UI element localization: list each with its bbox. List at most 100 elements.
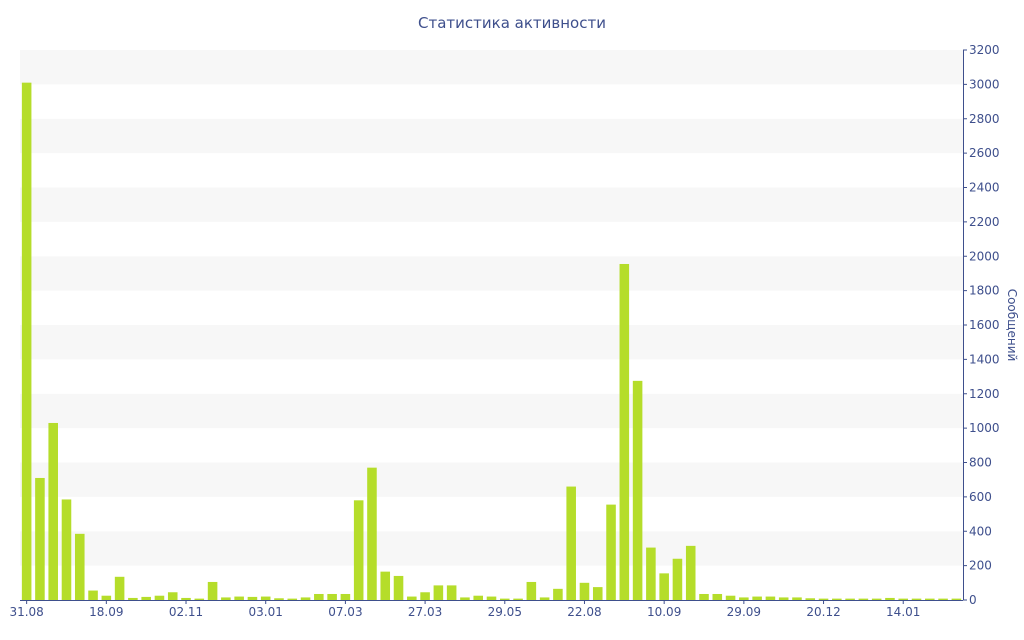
grid-band xyxy=(20,84,963,119)
bar[interactable] xyxy=(141,596,151,600)
bar[interactable] xyxy=(871,598,882,600)
x-tick-label: 27.03 xyxy=(408,605,442,619)
bar[interactable] xyxy=(566,486,576,600)
bar[interactable] xyxy=(951,598,962,600)
bar[interactable] xyxy=(74,533,85,600)
x-tick-label: 03.01 xyxy=(249,605,283,619)
bar[interactable] xyxy=(420,592,430,600)
bar[interactable] xyxy=(48,422,58,600)
bar[interactable] xyxy=(778,597,789,600)
y-tick-label: 2000 xyxy=(969,249,1000,263)
bar[interactable] xyxy=(314,593,324,600)
bar[interactable] xyxy=(167,592,178,600)
bar[interactable] xyxy=(380,571,391,600)
y-tick-label: 200 xyxy=(969,559,992,573)
y-tick-label: 1200 xyxy=(969,387,1000,401)
bar[interactable] xyxy=(260,596,271,600)
bar-series xyxy=(21,82,962,600)
bar[interactable] xyxy=(393,575,404,600)
y-tick-label: 2600 xyxy=(969,146,1000,160)
bar[interactable] xyxy=(21,82,32,600)
bar[interactable] xyxy=(274,598,284,600)
y-tick-label: 3200 xyxy=(969,43,1000,57)
bar[interactable] xyxy=(739,597,749,600)
bar[interactable] xyxy=(234,596,244,600)
bar[interactable] xyxy=(725,595,736,600)
bar[interactable] xyxy=(792,597,802,600)
y-tick-label: 3000 xyxy=(969,77,1000,91)
bar[interactable] xyxy=(101,595,112,600)
bar[interactable] xyxy=(460,597,470,600)
bar[interactable] xyxy=(327,593,337,600)
y-tick-label: 600 xyxy=(969,490,992,504)
bar[interactable] xyxy=(433,585,444,600)
bar[interactable] xyxy=(858,598,869,600)
y-tick-label: 800 xyxy=(969,456,992,470)
grid-band xyxy=(20,325,963,360)
y-tick-label: 2400 xyxy=(969,181,1000,195)
bar[interactable] xyxy=(61,499,72,600)
bar[interactable] xyxy=(592,587,603,600)
bar[interactable] xyxy=(247,596,258,600)
bar[interactable] xyxy=(367,467,377,600)
bar[interactable] xyxy=(885,597,895,600)
bar[interactable] xyxy=(845,598,855,600)
bar[interactable] xyxy=(287,598,298,600)
y-axis: 0 200 400 600 800 1000 1200 1400 1600 1800 2000 220… xyxy=(963,43,1000,607)
bar[interactable] xyxy=(353,500,364,600)
grid-band xyxy=(20,153,963,188)
grid-band xyxy=(20,565,963,600)
bar[interactable] xyxy=(473,595,483,600)
bar[interactable] xyxy=(539,597,550,600)
bar[interactable] xyxy=(207,581,218,600)
grid-band xyxy=(20,118,963,154)
bar[interactable] xyxy=(553,588,563,600)
bar[interactable] xyxy=(35,477,45,600)
bar[interactable] xyxy=(911,598,922,600)
grid-band xyxy=(20,221,963,257)
y-tick-label: 400 xyxy=(969,524,992,538)
bar[interactable] xyxy=(221,597,231,600)
bar[interactable] xyxy=(765,596,776,600)
bar[interactable] xyxy=(486,596,497,600)
x-axis: 31.08 18.09 02.11 03.01 07.03 27.03 29.05 22.08… xyxy=(9,600,963,619)
bar[interactable] xyxy=(446,585,457,600)
bar[interactable] xyxy=(685,545,696,600)
bar[interactable] xyxy=(632,380,643,600)
bar[interactable] xyxy=(579,582,590,600)
bar[interactable] xyxy=(114,576,125,600)
bar[interactable] xyxy=(659,573,669,600)
bar[interactable] xyxy=(181,597,191,600)
bar[interactable] xyxy=(340,593,351,600)
bar[interactable] xyxy=(805,598,816,600)
bar[interactable] xyxy=(88,590,98,600)
bar[interactable] xyxy=(619,263,630,600)
bar[interactable] xyxy=(526,581,537,600)
bar[interactable] xyxy=(154,595,165,600)
bar[interactable] xyxy=(300,597,311,600)
bar[interactable] xyxy=(194,598,205,600)
bar[interactable] xyxy=(712,593,723,600)
bar[interactable] xyxy=(699,593,709,600)
bar[interactable] xyxy=(500,598,510,600)
grid-band xyxy=(20,290,963,325)
y-tick-label: 2800 xyxy=(969,112,1000,126)
bar[interactable] xyxy=(606,504,616,600)
grid-band xyxy=(20,359,963,394)
bar[interactable] xyxy=(672,558,683,600)
bar[interactable] xyxy=(513,598,523,600)
bar[interactable] xyxy=(128,597,138,600)
bar[interactable] xyxy=(818,598,829,600)
x-tick-label: 29.09 xyxy=(727,605,761,619)
bar[interactable] xyxy=(832,598,842,600)
bar[interactable] xyxy=(898,598,909,600)
bar[interactable] xyxy=(925,598,935,600)
x-tick-label: 07.03 xyxy=(328,605,362,619)
bar[interactable] xyxy=(938,598,948,600)
grid-bands xyxy=(20,50,963,600)
bar[interactable] xyxy=(407,596,417,600)
y-tick-label: 0 xyxy=(969,593,977,607)
bar[interactable] xyxy=(646,547,656,600)
bar[interactable] xyxy=(752,596,762,600)
